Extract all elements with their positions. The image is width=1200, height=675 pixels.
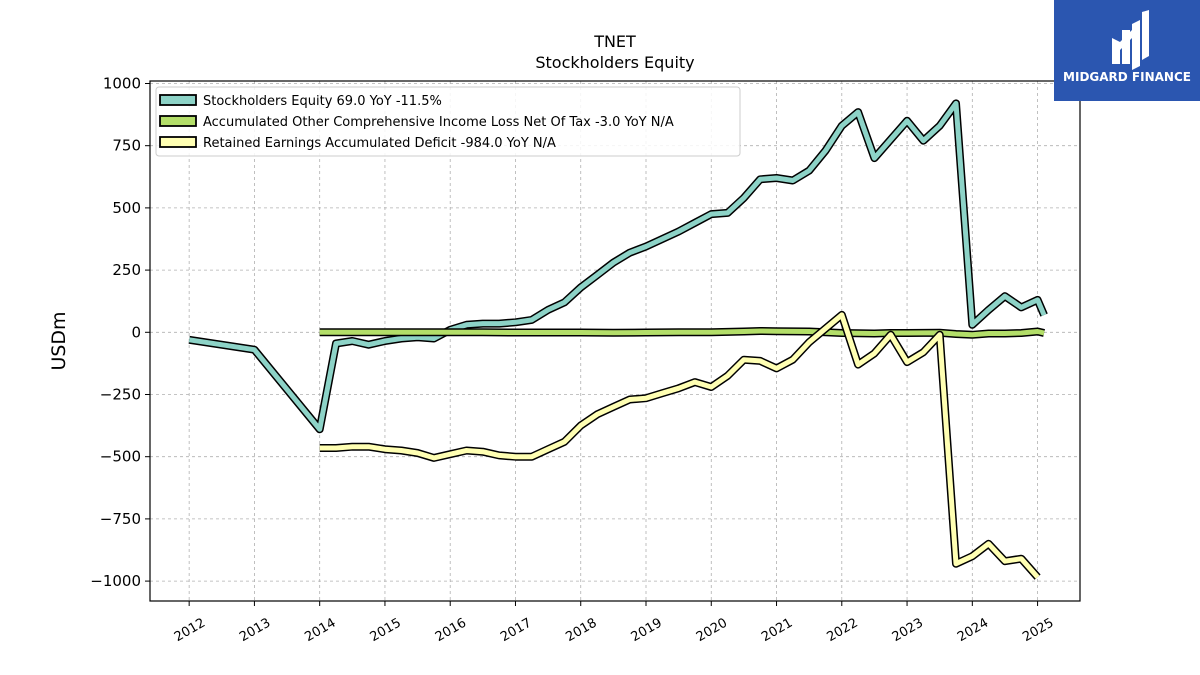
y-tick-label: 750 xyxy=(112,137,141,155)
x-tick-label: 2023 xyxy=(890,616,926,646)
x-tick-label: 2012 xyxy=(172,616,208,646)
x-axis: 2012 2013 2014 2015 2016 2017 2018 2019 2020 2021… xyxy=(172,601,1056,646)
x-tick-label: 2024 xyxy=(955,616,991,646)
legend-box xyxy=(155,86,741,157)
legend-entry: Retained Earnings Accumulated Deficit -9… xyxy=(203,136,556,151)
chart-title: TNET xyxy=(593,32,636,51)
y-tick-label: −500 xyxy=(100,448,141,466)
y-tick-label: 250 xyxy=(112,261,141,279)
legend-entry: Accumulated Other Comprehensive Income L… xyxy=(203,115,674,130)
x-tick-label: 2022 xyxy=(824,616,860,646)
x-tick-label: 2018 xyxy=(563,616,599,646)
y-axis: 1000 750 500 250 0 −250 −500 −750 −1000 xyxy=(90,74,150,590)
legend: Stockholders Equity 69.0 YoY -11.5% Accum… xyxy=(155,86,741,157)
x-tick-label: 2015 xyxy=(368,616,404,646)
series-line-outline xyxy=(319,310,1041,580)
x-tick-label: 2016 xyxy=(433,616,469,646)
legend-entry: Stockholders Equity 69.0 YoY -11.5% xyxy=(203,94,442,109)
x-tick-label: 2025 xyxy=(1020,616,1056,646)
midgard-finance-logo: MIDGARD FINANCE xyxy=(1054,0,1200,101)
x-tick-label: 2014 xyxy=(302,616,338,646)
brand-name: MIDGARD FINANCE xyxy=(1063,70,1191,84)
series-1 xyxy=(188,99,1048,434)
series-2 xyxy=(319,327,1045,339)
grid xyxy=(150,81,1080,601)
legend-swatch xyxy=(159,136,197,148)
y-tick-label: 500 xyxy=(112,199,141,217)
y-tick-label: −750 xyxy=(100,510,141,528)
y-tick-label: −1000 xyxy=(90,572,141,590)
y-tick-label: 0 xyxy=(131,323,141,341)
x-tick-label: 2020 xyxy=(694,616,730,646)
x-tick-label: 2017 xyxy=(498,616,534,646)
x-tick-label: 2013 xyxy=(237,616,273,646)
series-line xyxy=(319,312,1040,579)
y-tick-label: 1000 xyxy=(103,74,141,92)
legend-swatch xyxy=(159,115,197,127)
legend-swatch xyxy=(159,94,197,106)
series-3 xyxy=(319,310,1041,580)
chart-subtitle: Stockholders Equity xyxy=(535,53,694,72)
series-lines xyxy=(188,99,1048,580)
y-tick-label: −250 xyxy=(100,385,141,403)
plot-frame xyxy=(149,80,1081,602)
midgard-logo-icon xyxy=(1112,10,1149,70)
series-line xyxy=(188,100,1047,432)
y-axis-label: USDm xyxy=(48,311,70,370)
x-tick-label: 2019 xyxy=(629,616,665,646)
x-tick-label: 2021 xyxy=(759,616,795,646)
series-line xyxy=(319,328,1045,338)
